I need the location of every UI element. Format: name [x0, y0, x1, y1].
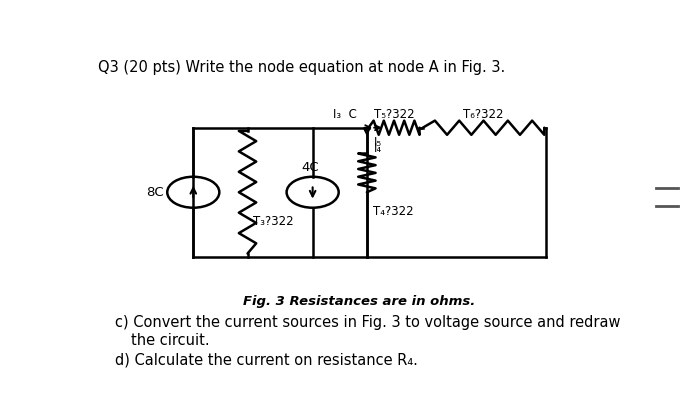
Text: 4C: 4C — [301, 160, 318, 173]
Text: Q3 (20 pts) Write the node equation at node A in Fig. 3.: Q3 (20 pts) Write the node equation at n… — [98, 60, 505, 75]
Text: T₄?322: T₄?322 — [373, 205, 414, 218]
Text: T₃?322: T₃?322 — [253, 215, 293, 228]
Text: I₅: I₅ — [373, 136, 382, 149]
Text: T₅?322: T₅?322 — [374, 108, 414, 122]
Text: I₃  C: I₃ C — [333, 108, 357, 122]
Text: I₄: I₄ — [373, 142, 382, 155]
Text: d) Calculate the current on resistance R₄.: d) Calculate the current on resistance R… — [115, 352, 417, 367]
Text: c) Convert the current sources in Fig. 3 to voltage source and redraw: c) Convert the current sources in Fig. 3… — [115, 316, 620, 331]
Text: T₆?322: T₆?322 — [463, 108, 504, 122]
Text: the circuit.: the circuit. — [131, 333, 209, 348]
Text: 8C: 8C — [146, 186, 163, 199]
Text: Fig. 3 Resistances are in ohms.: Fig. 3 Resistances are in ohms. — [243, 295, 475, 308]
